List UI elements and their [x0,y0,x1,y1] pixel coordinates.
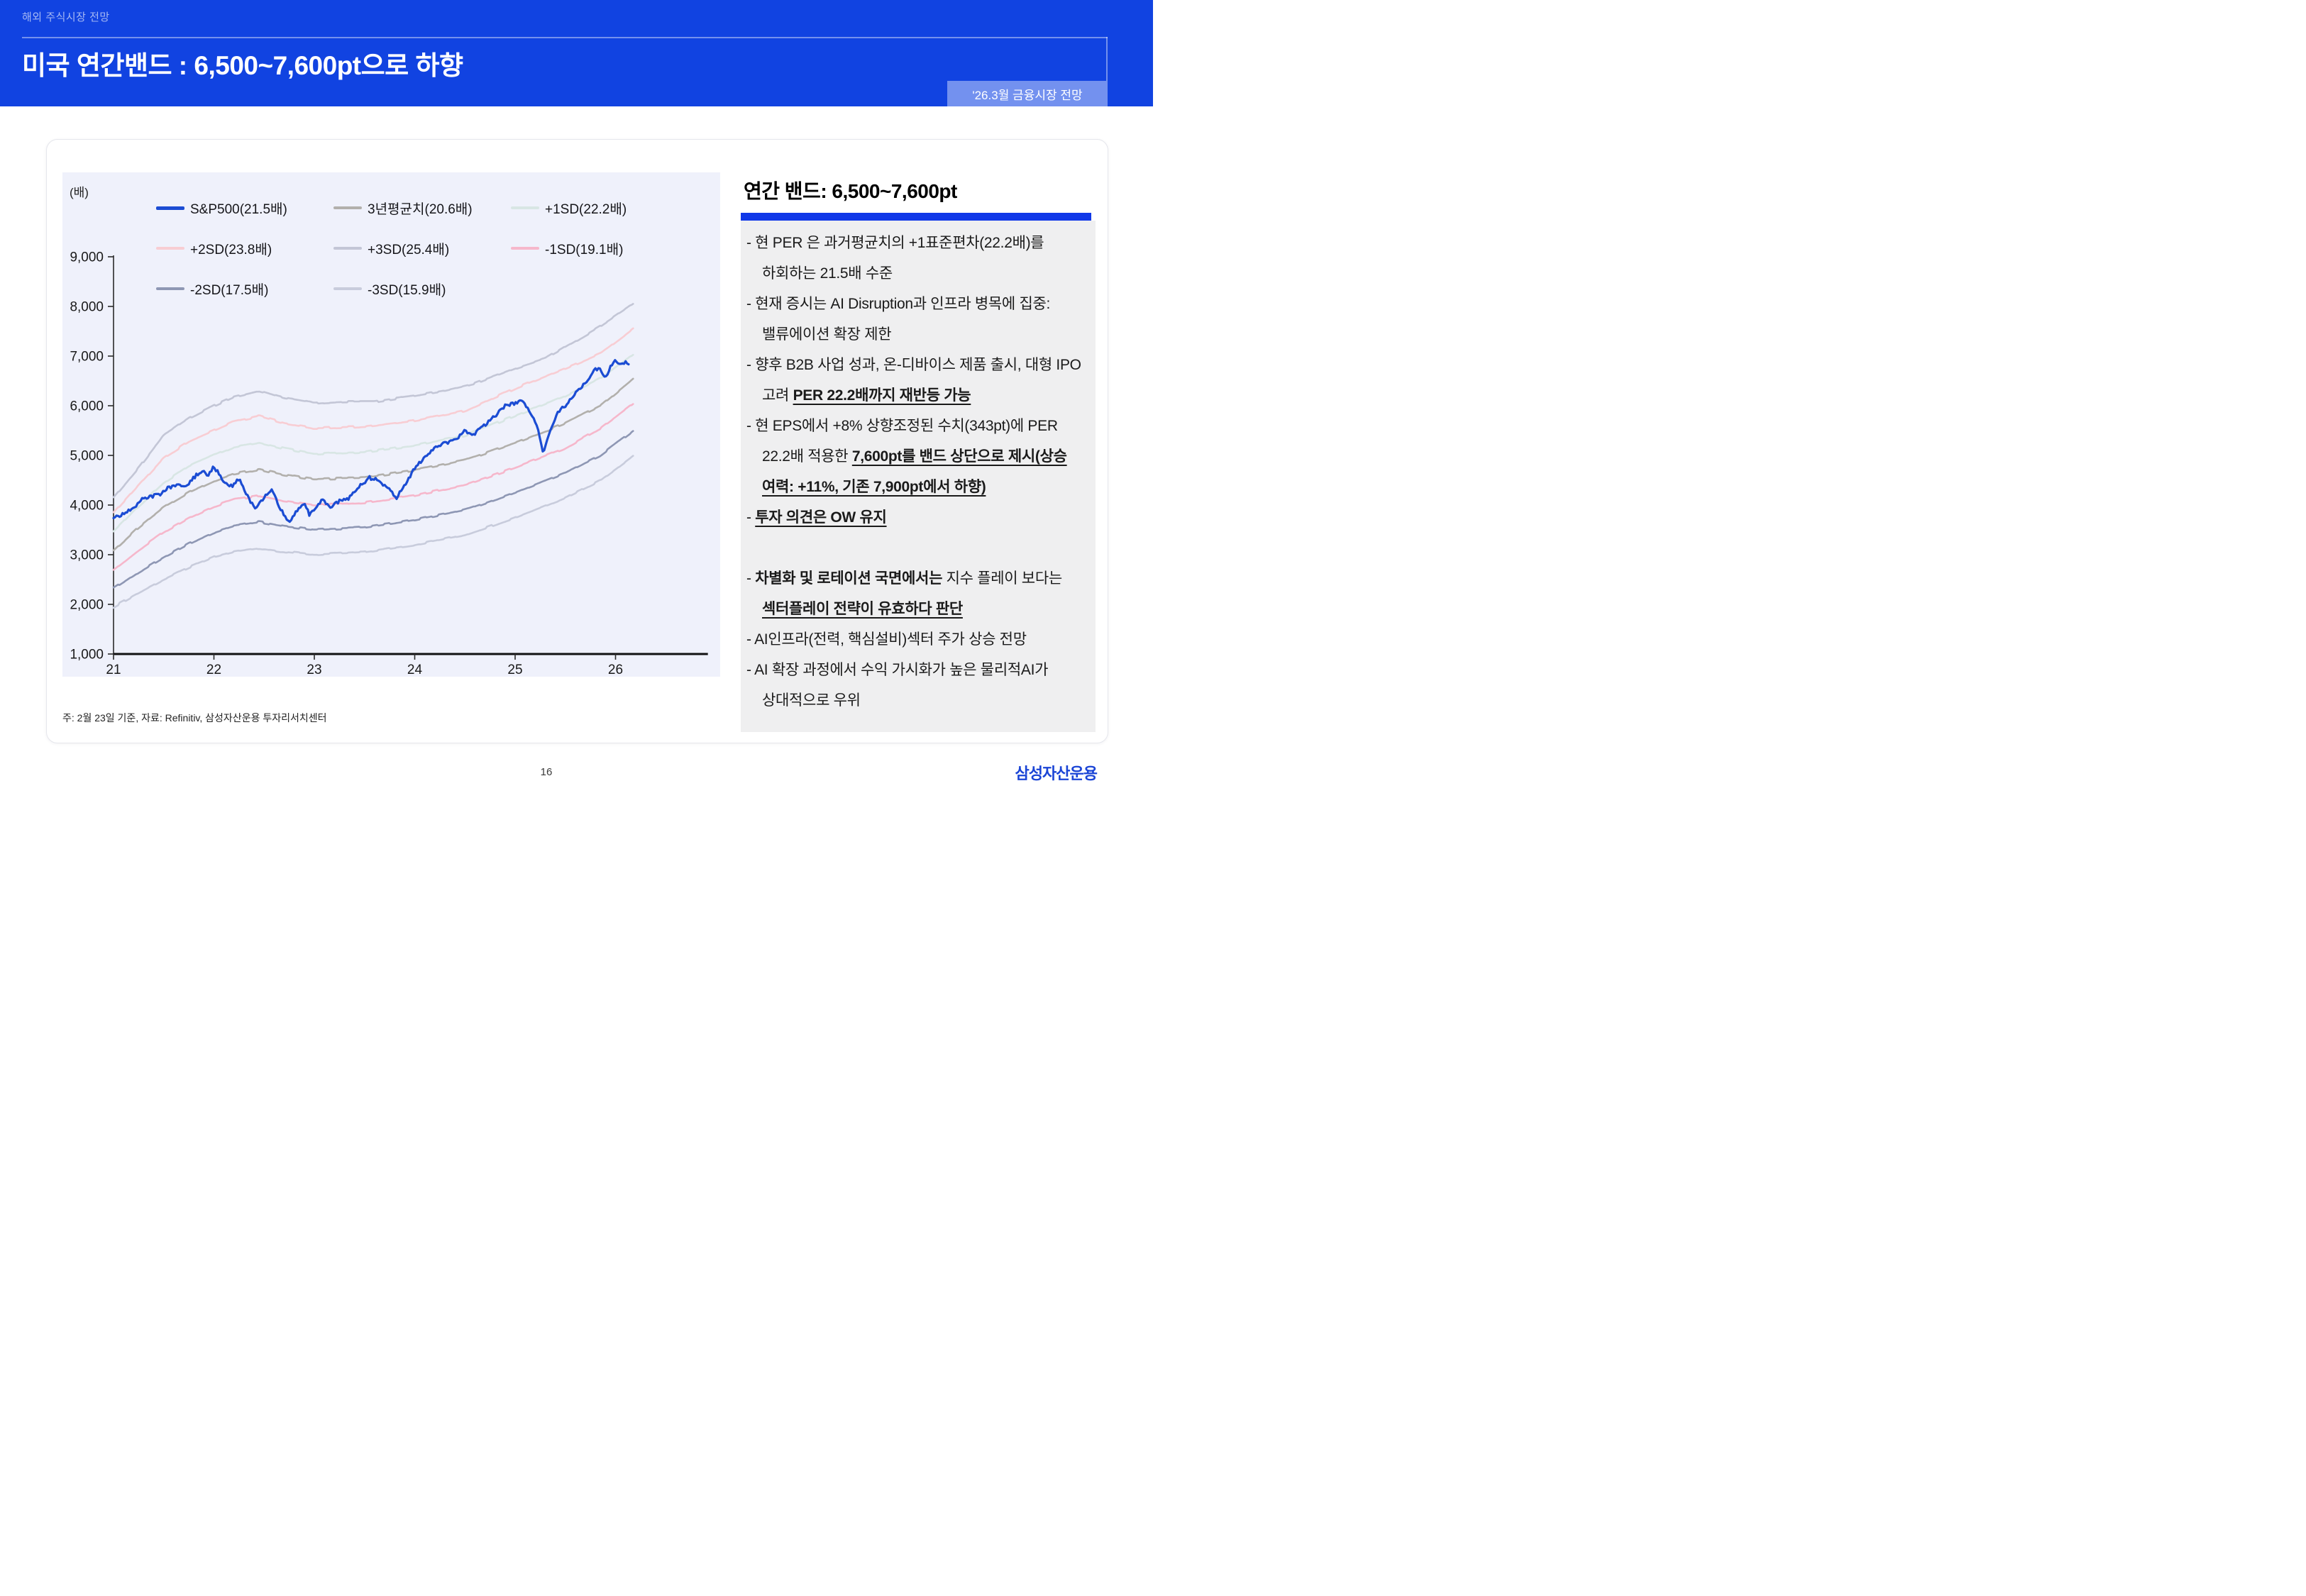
header-banner: 해외 주식시장 전망 미국 연간밴드 : 6,500~7,600pt으로 하향 … [0,0,1153,106]
heading-accent-bar [741,213,1091,221]
y-tick-label: 4,000 [70,499,104,514]
banner-divider-line [22,37,1108,38]
legend-swatch [156,247,184,250]
bullet-item: - 차별화 및 로테이션 국면에서는 지수 플레이 보다는 섹터플레이 전략이 … [746,570,1062,617]
legend-item: 3년평균치(20.6배) [333,201,473,217]
legend-item: +2SD(23.8배) [156,241,272,257]
banner-right-accent-line [1106,37,1108,106]
slide-title: 미국 연간밴드 : 6,500~7,600pt으로 하향 [22,51,463,80]
chart-source-note: 주: 2월 23일 기준, 자료: Refinitiv, 삼성자산운용 투자리서… [62,712,327,724]
x-tick-label: 25 [507,663,522,677]
eyebrow-section-label: 해외 주식시장 전망 [22,11,110,23]
legend-item: -3SD(15.9배) [333,282,446,298]
bullet-item: - AI 확장 과정에서 수익 가시화가 높은 물리적AI가 상대적으로 우위 [746,662,1049,709]
legend-item: -1SD(19.1배) [511,241,624,257]
bullet-item: - 현재 증시는 AI Disruption과 인프라 병목에 집중: 밸류에이… [746,296,1051,343]
annual-band-heading: 연간 밴드: 6,500~7,600pt [744,180,957,202]
x-tick-label: 22 [206,663,221,677]
bullet-item: - 투자 의견은 OW 유지 [746,509,887,526]
per-band-chart: 1,000 2,000 3,000 4,000 5,000 6,000 7,000 8,000… [70,250,708,677]
y-tick-label: 3,000 [70,548,104,563]
series-band [112,403,634,571]
series-band [112,303,634,499]
page-number: 16 [540,766,553,778]
legend-swatch [511,206,539,209]
legend-label: S&P500(21.5배) [190,201,287,217]
x-tick-label: 24 [407,663,423,677]
y-axis-unit-label: (배) [70,186,89,199]
bullet-item: - 현 PER 은 과거평균치의 +1표준편차(22.2배)를 하회하는 21.… [746,235,1044,282]
series-band [112,430,634,589]
legend-swatch [156,287,184,290]
legend-swatch [333,247,362,250]
series-band [112,327,634,514]
legend-item: +3SD(25.4배) [333,241,450,257]
bullet-item: - 향후 B2B 사업 성과, 온-디바이스 제품 출시, 대형 IPO 고려 … [746,357,1081,404]
y-tick-label: 7,000 [70,350,104,365]
legend-label: -3SD(15.9배) [368,282,446,298]
y-tick-label: 1,000 [70,648,104,663]
legend-label: 3년평균치(20.6배) [368,201,473,217]
legend-label: -1SD(19.1배) [545,242,624,257]
y-tick-label: 9,000 [70,250,104,265]
series-band [112,353,634,533]
y-tick-label: 8,000 [70,300,104,315]
legend-swatch [156,206,184,210]
legend-swatch [333,206,362,209]
legend-swatch [333,287,362,290]
series-price [112,359,630,523]
series-band [112,377,634,552]
legend-item: +1SD(22.2배) [511,201,627,217]
legend-label: +2SD(23.8배) [190,242,272,257]
y-tick-label: 6,000 [70,399,104,414]
x-tick-label: 21 [106,663,121,677]
legend-item: -2SD(17.5배) [156,282,269,298]
chart-axes: 1,000 2,000 3,000 4,000 5,000 6,000 7,000 8,000… [70,250,708,677]
analysis-bullets: - 현 PER 은 과거평균치의 +1표준편차(22.2배)를 하회하는 21.… [741,221,1096,732]
company-logo: 삼성자산운용 [1015,765,1098,782]
legend-label: +1SD(22.2배) [545,201,627,217]
report-edition-badge: '26.3월 금융시장 전망 [947,81,1108,106]
chart-background [62,172,720,677]
bullet-item: - 현 EPS에서 +8% 상향조정된 수치(343pt)에 PER 22.2배… [746,418,1067,495]
legend-label: -2SD(17.5배) [190,282,269,298]
x-tick-label: 23 [307,663,321,677]
y-tick-label: 5,000 [70,449,104,464]
y-tick-label: 2,000 [70,598,104,613]
bullet-item: - AI인프라(전력, 핵심설비)섹터 주가 상승 전망 [746,631,1027,648]
legend-swatch [511,247,539,250]
legend-label: +3SD(25.4배) [368,242,450,257]
x-tick-label: 26 [608,663,623,677]
series-band [112,455,634,609]
legend-item: S&P500(21.5배) [156,201,287,217]
